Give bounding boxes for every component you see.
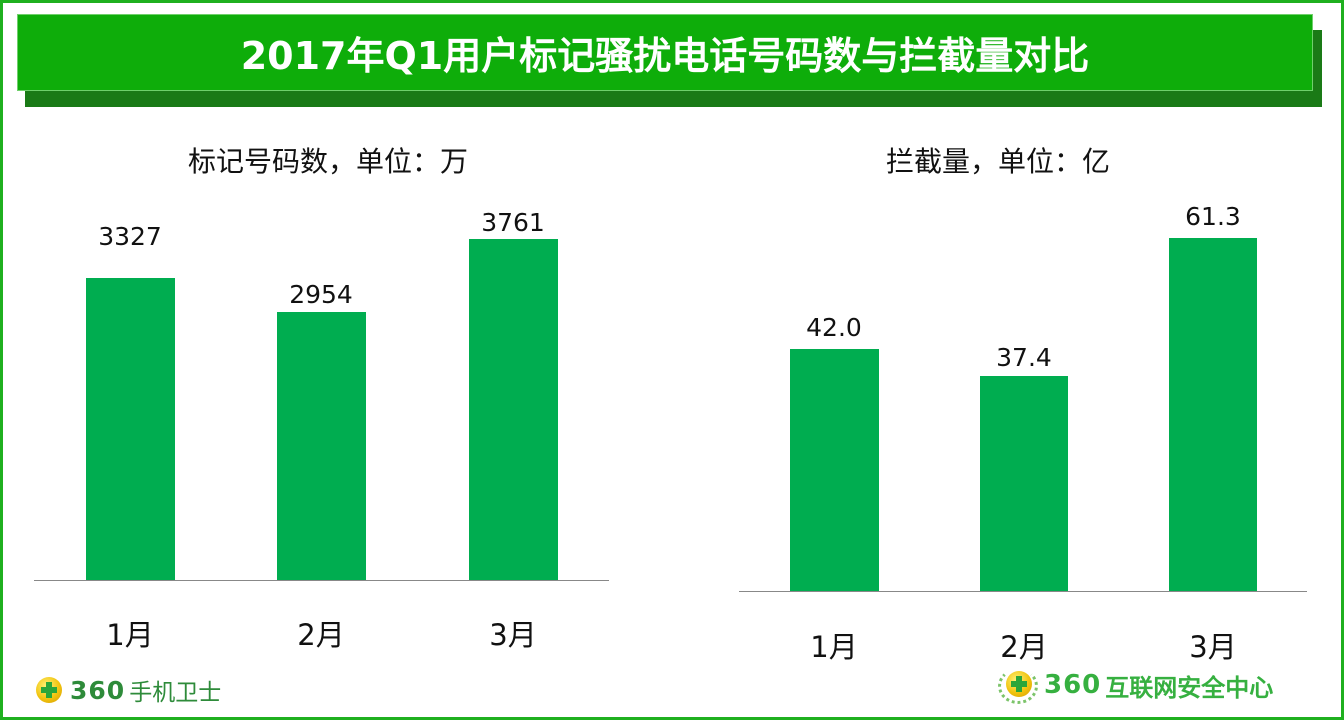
logo-360-internet-security-center: 360 互联网安全中心 xyxy=(998,666,1273,704)
page-title: 2017年Q1用户标记骚扰电话号码数与拦截量对比 xyxy=(240,34,1090,78)
title-banner: 2017年Q1用户标记骚扰电话号码数与拦截量对比 xyxy=(17,14,1313,91)
bar-value-label: 42.0 xyxy=(806,313,862,342)
x-tick-label: 1月 xyxy=(106,618,154,652)
bar-feb xyxy=(277,312,366,580)
chart-title: 拦截量，单位：亿 xyxy=(886,145,1111,178)
logo-text: 手机卫士 xyxy=(129,680,222,706)
bar-mar xyxy=(469,239,558,580)
x-axis-line xyxy=(34,580,609,581)
x-tick-label: 3月 xyxy=(489,618,537,652)
bar-mar xyxy=(1169,238,1257,591)
bar-value-label: 3761 xyxy=(481,208,545,237)
x-tick-label: 3月 xyxy=(1189,630,1237,664)
chart-title: 标记号码数，单位：万 xyxy=(188,145,469,178)
bar-value-label: 37.4 xyxy=(996,343,1052,372)
logo-brand: 360 xyxy=(1044,670,1102,700)
x-tick-label: 2月 xyxy=(1000,630,1048,664)
bar-value-label: 3327 xyxy=(98,222,162,251)
x-axis-line xyxy=(739,591,1307,592)
bar-jan xyxy=(86,278,175,580)
logo-brand: 360 xyxy=(70,675,126,705)
bar-value-label: 2954 xyxy=(289,280,353,309)
360-laurel-plus-icon xyxy=(998,666,1038,704)
x-tick-label: 2月 xyxy=(297,618,345,652)
logo-360-mobile-security: 360 手机卫士 xyxy=(36,673,221,707)
360-shield-plus-icon xyxy=(36,677,62,703)
bar-jan xyxy=(790,349,879,591)
logo-text: 互联网安全中心 xyxy=(1105,673,1274,702)
x-tick-label: 1月 xyxy=(810,630,858,664)
bar-value-label: 61.3 xyxy=(1185,202,1241,231)
bar-feb xyxy=(980,376,1068,591)
